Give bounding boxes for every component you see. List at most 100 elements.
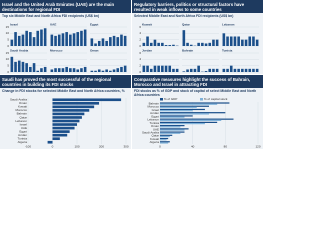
- bar: [72, 68, 76, 72]
- y-tick-label: Oman: [151, 124, 160, 128]
- bar: [160, 132, 181, 134]
- x-tick-label: 120: [255, 144, 260, 148]
- bar: [112, 69, 116, 72]
- dashboard: Israel and the United Arab Emirates (UAE…: [0, 0, 263, 149]
- bar: [94, 70, 97, 72]
- panel-name: Tunisia: [222, 48, 233, 52]
- bar: [123, 35, 127, 46]
- bar: [157, 65, 160, 72]
- bar: [160, 126, 181, 128]
- y-tick-label: 10: [6, 31, 10, 35]
- y-tick-label: 5: [7, 63, 9, 67]
- y-tick-label: Algeria: [150, 140, 160, 144]
- bar: [160, 102, 230, 104]
- bar: [175, 68, 179, 72]
- bar: [90, 38, 94, 46]
- bar: [65, 32, 68, 46]
- bar: [244, 68, 248, 72]
- bar: [237, 68, 240, 72]
- bar: [233, 68, 237, 72]
- bar: [160, 125, 185, 127]
- bar: [43, 66, 47, 72]
- bar: [123, 65, 127, 72]
- chart-title: Israel and the United Arab Emirates (UAE…: [0, 0, 131, 13]
- bar: [160, 105, 209, 107]
- bar: [215, 39, 219, 46]
- bar: [10, 39, 14, 46]
- y-tick-label: Morocco: [147, 105, 159, 109]
- x-tick-label: 100: [74, 144, 79, 148]
- chart-subtitle: Change in FDI stocks for selected Middle…: [2, 89, 125, 93]
- y-tick-label: Saudi Arabia: [142, 130, 159, 134]
- page: Israel and the United Arab Emirates (UAE…: [0, 0, 263, 150]
- y-tick-label: Qatar: [151, 134, 159, 138]
- bar: [172, 68, 175, 72]
- bar: [160, 135, 170, 138]
- y-tick-label: Jordan: [150, 111, 160, 115]
- bar: [252, 36, 255, 46]
- bar: [54, 68, 57, 72]
- bar: [101, 38, 105, 46]
- bar: [57, 34, 61, 46]
- y-tick-label: Morocco: [15, 108, 27, 112]
- bar: [182, 71, 186, 72]
- bar: [153, 39, 157, 46]
- bar: [233, 36, 237, 46]
- legend-swatch: [200, 98, 203, 101]
- bar: [208, 68, 212, 72]
- y-tick-label: 6: [139, 25, 141, 29]
- chart-panel: Regulatory barriers, politics or structu…: [132, 0, 263, 74]
- y-tick-label: Israel: [20, 122, 28, 126]
- bar: [109, 70, 112, 72]
- y-tick-label: Lebanon: [147, 118, 159, 122]
- bar: [36, 70, 40, 72]
- y-tick-label: 2: [139, 37, 141, 41]
- bar: [21, 61, 25, 72]
- bar: [160, 112, 226, 114]
- bar: [241, 39, 244, 46]
- bar: [80, 68, 83, 72]
- y-tick-label: UAE: [21, 126, 27, 130]
- y-tick-label: Jordan: [18, 133, 28, 137]
- bar: [52, 109, 90, 112]
- y-tick-label: Algeria: [18, 140, 28, 144]
- x-tick-label: 0: [159, 144, 161, 148]
- bar: [40, 29, 43, 46]
- bar: [168, 65, 172, 72]
- chart-title: Regulatory barriers, politics or structu…: [132, 0, 263, 13]
- y-tick-label: Egypt: [151, 114, 159, 118]
- bar: [255, 68, 259, 72]
- y-tick-label: 0: [139, 44, 141, 48]
- bar: [52, 126, 75, 130]
- bar: [52, 133, 68, 137]
- bar: [157, 42, 160, 46]
- y-tick-label: Israel: [152, 108, 160, 112]
- bar: [146, 65, 149, 72]
- bar: [226, 68, 229, 72]
- bar: [61, 33, 65, 46]
- bar: [61, 68, 65, 72]
- bar: [172, 44, 175, 46]
- chart: % of GDP % of capital stock 0 40 80 120 Bahrai…: [142, 97, 261, 148]
- bar: [54, 35, 57, 46]
- y-tick-label: 4: [139, 31, 141, 35]
- bar: [244, 39, 248, 46]
- legend-label: % of GDP: [164, 97, 177, 101]
- bar: [101, 70, 105, 72]
- bar: [168, 45, 172, 46]
- bar: [76, 32, 80, 46]
- bar: [90, 70, 94, 72]
- y-tick-label: Egypt: [19, 129, 27, 133]
- bar: [83, 66, 87, 72]
- bar: [146, 36, 149, 46]
- bar: [212, 39, 215, 46]
- y-tick-label: Bahrain: [149, 101, 160, 105]
- panel-name: Jordan: [142, 48, 152, 52]
- y-tick-label: 15: [6, 25, 10, 29]
- bar: [14, 61, 17, 72]
- bar: [149, 68, 153, 72]
- bar: [72, 33, 76, 46]
- bar: [189, 68, 193, 72]
- bar: [14, 32, 17, 46]
